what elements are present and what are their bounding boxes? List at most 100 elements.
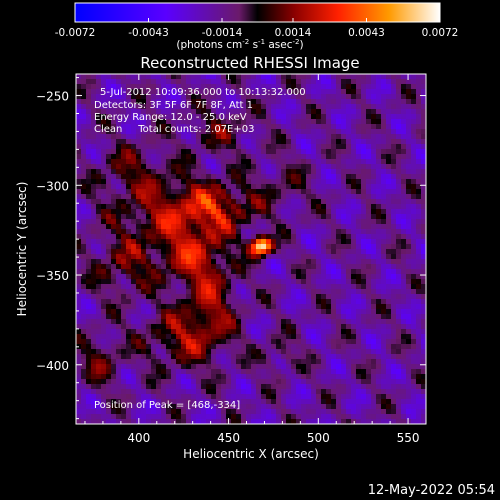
heatmap-cell (301, 329, 307, 335)
heatmap-cell (236, 354, 242, 360)
heatmap-cell (246, 244, 252, 250)
heatmap-cell (316, 129, 322, 135)
heatmap-cell (186, 194, 192, 200)
heatmap-cell (246, 359, 252, 365)
heatmap-cell (231, 314, 237, 320)
heatmap-cell (86, 159, 92, 165)
heatmap-cell (346, 129, 352, 135)
heatmap-cell (306, 154, 312, 160)
heatmap-cell (386, 359, 392, 365)
heatmap-cell (91, 184, 97, 190)
heatmap-cell (111, 134, 117, 140)
heatmap-cell (221, 224, 227, 230)
heatmap-cell (121, 209, 127, 215)
heatmap-cell (321, 139, 327, 145)
heatmap-cell (401, 229, 407, 235)
heatmap-cell (176, 389, 182, 395)
heatmap-cell (286, 324, 292, 330)
heatmap-cell (331, 159, 337, 165)
heatmap-cell (216, 194, 222, 200)
heatmap-cell (371, 89, 377, 95)
heatmap-cell (216, 89, 222, 95)
heatmap-cell (236, 409, 242, 415)
heatmap-cell (246, 189, 252, 195)
heatmap-cell (421, 209, 426, 215)
heatmap-cell (111, 339, 117, 345)
heatmap-cell (146, 159, 152, 165)
heatmap-cell (241, 149, 247, 155)
heatmap-cell (291, 264, 297, 270)
heatmap-cell (191, 154, 197, 160)
heatmap-cell (146, 214, 152, 220)
heatmap-cell (146, 369, 152, 375)
heatmap-cell (86, 149, 92, 155)
heatmap-cell (151, 184, 157, 190)
heatmap-cell (311, 104, 317, 110)
heatmap-cell (306, 364, 312, 370)
heatmap-cell (201, 389, 207, 395)
heatmap-cell (166, 149, 172, 155)
heatmap-cell (366, 169, 372, 175)
heatmap-cell (331, 129, 337, 135)
heatmap-cell (151, 334, 157, 340)
heatmap-cell (256, 179, 262, 185)
heatmap-cell (251, 339, 257, 345)
heatmap-cell (391, 339, 397, 345)
heatmap-cell (211, 374, 217, 380)
heatmap-cell (221, 289, 227, 295)
heatmap-cell (336, 284, 342, 290)
heatmap-cell (361, 344, 367, 350)
heatmap-cell (391, 274, 397, 280)
heatmap-cell (326, 374, 332, 380)
heatmap-cell (176, 249, 182, 255)
heatmap-cell (336, 144, 342, 150)
heatmap-cell (411, 374, 417, 380)
heatmap-cell (366, 164, 372, 170)
heatmap-cell (351, 79, 357, 85)
heatmap-cell (211, 364, 217, 370)
heatmap-cell (126, 239, 132, 245)
heatmap-cell (91, 239, 97, 245)
heatmap-cell (311, 249, 317, 255)
heatmap-cell (321, 184, 327, 190)
heatmap-cell (76, 234, 82, 240)
heatmap-cell (166, 204, 172, 210)
heatmap-cell (261, 244, 267, 250)
heatmap-cell (281, 244, 287, 250)
heatmap-cell (291, 74, 297, 80)
heatmap-cell (396, 139, 402, 145)
heatmap-cell (321, 289, 327, 295)
heatmap-cell (196, 74, 202, 80)
heatmap-cell (346, 389, 352, 395)
heatmap-cell (331, 99, 337, 105)
heatmap-cell (206, 294, 212, 300)
heatmap-cell (141, 74, 147, 80)
heatmap-cell (341, 364, 347, 370)
heatmap-cell (231, 254, 237, 260)
heatmap-cell (321, 194, 327, 200)
heatmap-cell (156, 274, 162, 280)
heatmap-cell (86, 314, 92, 320)
heatmap-cell (291, 214, 297, 220)
heatmap-cell (361, 359, 367, 365)
heatmap-cell (256, 204, 262, 210)
heatmap-cell (346, 249, 352, 255)
heatmap-cell (141, 164, 147, 170)
heatmap-cell (206, 149, 212, 155)
heatmap-cell (206, 274, 212, 280)
heatmap-cell (331, 234, 337, 240)
heatmap-cell (261, 414, 267, 420)
heatmap-cell (251, 284, 257, 290)
heatmap-cell (411, 279, 417, 285)
heatmap-cell (351, 114, 357, 120)
heatmap-cell (396, 169, 402, 175)
heatmap-cell (376, 184, 382, 190)
heatmap-cell (181, 329, 187, 335)
heatmap-cell (111, 164, 117, 170)
heatmap-cell (246, 409, 252, 415)
heatmap-cell (181, 229, 187, 235)
heatmap-cell (416, 84, 422, 90)
heatmap-cell (281, 139, 287, 145)
heatmap-cell (401, 179, 407, 185)
heatmap-cell (86, 154, 92, 160)
